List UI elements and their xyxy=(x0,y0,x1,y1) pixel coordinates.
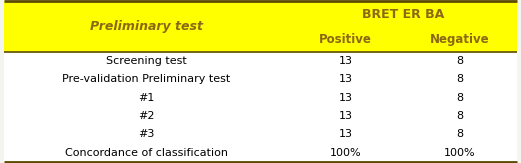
Text: 8: 8 xyxy=(456,129,463,139)
Text: #3: #3 xyxy=(138,129,155,139)
Text: 13: 13 xyxy=(339,74,353,84)
Text: 8: 8 xyxy=(456,56,463,66)
Text: 100%: 100% xyxy=(444,148,476,158)
Text: 13: 13 xyxy=(339,111,353,121)
Text: Pre-validation Preliminary test: Pre-validation Preliminary test xyxy=(63,74,231,84)
Text: Negative: Negative xyxy=(430,33,490,46)
Text: 8: 8 xyxy=(456,93,463,103)
Text: Concordance of classification: Concordance of classification xyxy=(65,148,228,158)
Bar xyxy=(4,52,517,162)
Text: BRET ER BA: BRET ER BA xyxy=(362,8,444,21)
Text: Positive: Positive xyxy=(319,33,372,46)
Text: Preliminary test: Preliminary test xyxy=(90,20,203,33)
Text: 13: 13 xyxy=(339,93,353,103)
Text: 8: 8 xyxy=(456,74,463,84)
Text: 13: 13 xyxy=(339,129,353,139)
Text: 8: 8 xyxy=(456,111,463,121)
Text: #1: #1 xyxy=(138,93,155,103)
Text: #2: #2 xyxy=(138,111,155,121)
Text: 13: 13 xyxy=(339,56,353,66)
Bar xyxy=(4,1,517,52)
Text: Screening test: Screening test xyxy=(106,56,187,66)
Text: 100%: 100% xyxy=(330,148,362,158)
